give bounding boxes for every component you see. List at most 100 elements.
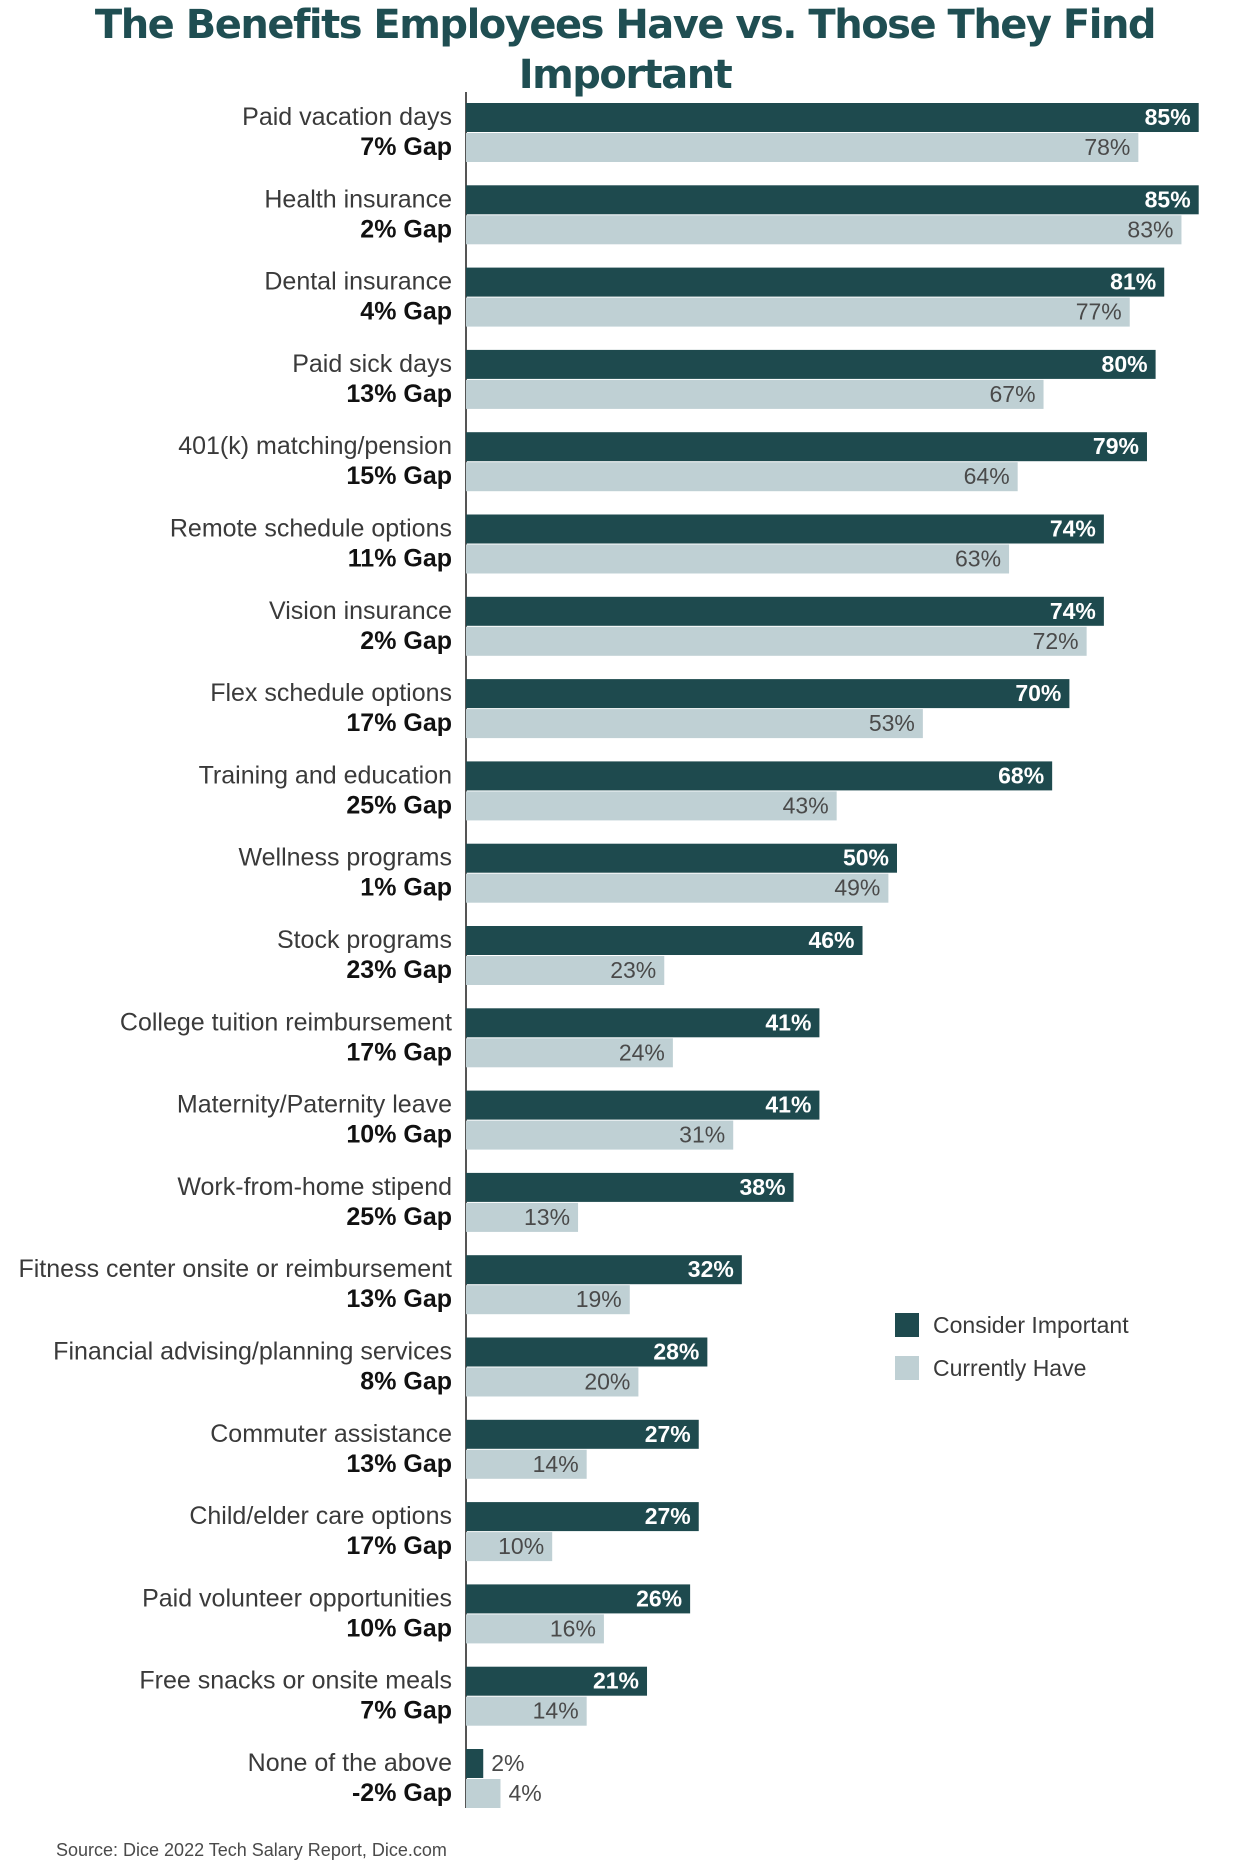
gap-label: 17% Gap: [346, 709, 452, 737]
value-label-have: 67%: [989, 381, 1035, 407]
value-label-have: 83%: [1127, 216, 1173, 242]
gap-label: 7% Gap: [360, 133, 452, 161]
value-label-important: 81%: [1110, 269, 1156, 295]
category-label: Financial advising/planning services: [53, 1338, 452, 1366]
bar-currently-have: [466, 133, 1139, 162]
value-label-important: 85%: [1145, 104, 1191, 130]
legend-item-have: Currently Have: [895, 1353, 1129, 1383]
value-label-important: 74%: [1050, 516, 1096, 542]
bar-currently-have: [466, 215, 1182, 245]
chart-title: The Benefits Employees Have vs. Those Th…: [94, 2, 1157, 98]
value-label-important: 32%: [688, 1256, 734, 1282]
value-label-have: 23%: [610, 957, 656, 983]
bar-currently-have: [466, 297, 1130, 327]
bar-consider-important: [466, 103, 1199, 132]
category-label: Commuter assistance: [210, 1420, 452, 1448]
category-label: Training and education: [199, 761, 452, 789]
value-label-have: 43%: [783, 792, 829, 818]
bar-consider-important: [466, 1749, 484, 1778]
value-label-important: 41%: [765, 1009, 811, 1035]
gap-label: 2% Gap: [360, 215, 452, 243]
value-label-important: 70%: [1015, 680, 1061, 706]
value-label-have: 10%: [498, 1533, 544, 1559]
gap-label: 13% Gap: [346, 1450, 452, 1478]
bar-consider-important: [466, 514, 1104, 544]
bar-currently-have: [466, 462, 1018, 492]
category-label: Paid volunteer opportunities: [142, 1584, 452, 1612]
bar-currently-have: [466, 1120, 734, 1150]
category-label: Paid sick days: [292, 350, 452, 378]
category-label: Work-from-home stipend: [177, 1173, 452, 1201]
category-label: College tuition reimbursement: [120, 1008, 452, 1036]
bar-consider-important: [466, 843, 897, 873]
value-label-important: 68%: [998, 762, 1044, 788]
bar-consider-important: [466, 349, 1156, 379]
bar-currently-have: [466, 1202, 579, 1232]
bar-currently-have: [466, 1779, 501, 1808]
gap-label: 25% Gap: [346, 1203, 452, 1231]
value-label-have: 20%: [584, 1369, 630, 1395]
bar-currently-have: [466, 709, 923, 739]
bar-consider-important: [466, 432, 1147, 462]
gap-label: 23% Gap: [346, 956, 452, 984]
gap-label: 15% Gap: [346, 462, 452, 490]
value-label-important: 28%: [653, 1339, 699, 1365]
gap-label: 8% Gap: [360, 1368, 452, 1396]
gap-label: 11% Gap: [348, 545, 452, 573]
category-label: Flex schedule options: [210, 679, 452, 707]
value-label-have: 63%: [955, 546, 1001, 572]
value-label-have: 14%: [533, 1698, 579, 1724]
gap-label: 13% Gap: [346, 1285, 452, 1313]
value-label-have: 49%: [834, 875, 880, 901]
gap-label: 7% Gap: [360, 1697, 452, 1725]
legend-label-have: Currently Have: [933, 1354, 1087, 1381]
category-label: Dental insurance: [264, 268, 452, 296]
value-label-important: 38%: [740, 1174, 786, 1200]
legend-label-important: Consider Important: [933, 1311, 1129, 1338]
category-label: Fitness center onsite or reimbursement: [18, 1255, 452, 1283]
value-label-important: 80%: [1102, 351, 1148, 377]
value-label-important: 50%: [843, 845, 889, 871]
bar-currently-have: [466, 956, 665, 985]
gap-label: 10% Gap: [346, 1121, 452, 1149]
bar-consider-important: [466, 1502, 699, 1532]
value-label-important: 41%: [765, 1092, 811, 1118]
category-label: Free snacks or onsite meals: [139, 1667, 452, 1695]
gap-label: -2% Gap: [352, 1779, 452, 1807]
value-label-have: 13%: [524, 1204, 570, 1230]
value-label-important: 74%: [1050, 598, 1096, 624]
bar-consider-important: [466, 1172, 794, 1202]
value-label-have: 24%: [619, 1039, 665, 1065]
value-label-have: 31%: [679, 1122, 725, 1148]
bar-consider-important: [466, 1090, 820, 1120]
value-label-important: 46%: [808, 927, 854, 953]
value-label-important: 79%: [1093, 433, 1139, 459]
bar-consider-important: [466, 761, 1053, 791]
bar-consider-important: [466, 185, 1199, 215]
category-label: Remote schedule options: [170, 515, 452, 543]
category-label: Stock programs: [277, 926, 452, 954]
gap-label: 13% Gap: [346, 380, 452, 408]
value-label-important: 27%: [645, 1421, 691, 1447]
value-label-have: 19%: [576, 1286, 622, 1312]
bar-currently-have: [466, 873, 889, 903]
gap-label: 17% Gap: [346, 1532, 452, 1560]
gap-label: 1% Gap: [360, 874, 452, 902]
value-label-important: 26%: [636, 1585, 682, 1611]
value-label-important: 21%: [593, 1668, 639, 1694]
value-label-have: 16%: [550, 1615, 596, 1641]
category-label: Child/elder care options: [189, 1502, 452, 1530]
legend: Consider Important Currently Have: [895, 1310, 1129, 1396]
bar-consider-important: [466, 1008, 820, 1038]
bar-currently-have: [466, 1285, 630, 1315]
bar-currently-have: [466, 1449, 587, 1479]
value-label-important: 2%: [491, 1750, 524, 1776]
value-label-important: 27%: [645, 1503, 691, 1529]
bar-currently-have: [466, 379, 1044, 409]
bar-currently-have: [466, 626, 1087, 656]
bar-consider-important: [466, 1419, 699, 1449]
bar-currently-have: [466, 1367, 639, 1397]
bar-consider-important: [466, 1666, 648, 1696]
gap-label: 10% Gap: [346, 1614, 452, 1642]
